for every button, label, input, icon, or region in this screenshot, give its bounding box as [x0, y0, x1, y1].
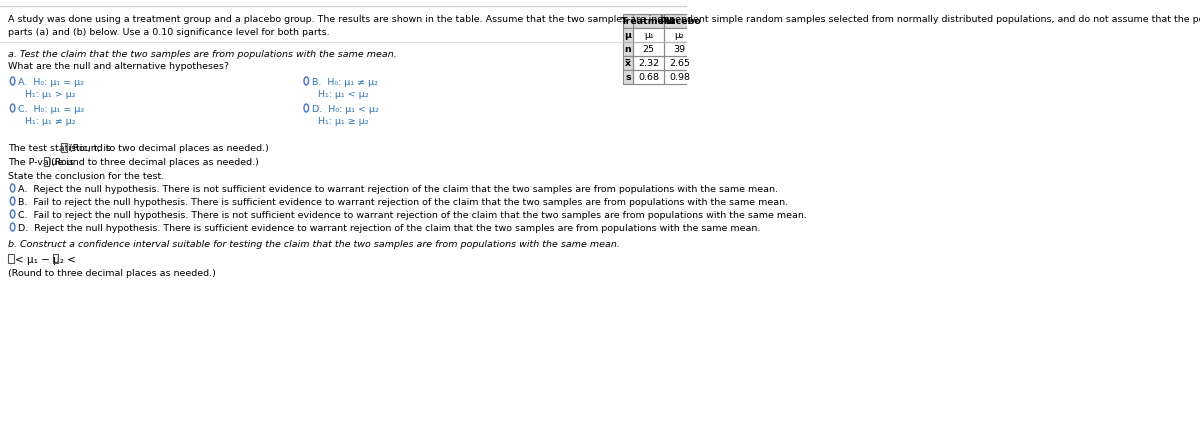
Text: What are the null and alternative hypotheses?: What are the null and alternative hypoth… [8, 62, 229, 71]
FancyBboxPatch shape [623, 42, 634, 56]
Text: B.  Fail to reject the null hypothesis. There is sufficient evidence to warrant : B. Fail to reject the null hypothesis. T… [18, 198, 788, 207]
Text: n: n [625, 44, 631, 54]
Text: μ₁: μ₁ [643, 30, 654, 40]
Text: μ: μ [624, 30, 631, 40]
Text: C.  H₀: μ₁ = μ₂: C. H₀: μ₁ = μ₂ [18, 105, 84, 114]
FancyBboxPatch shape [623, 14, 634, 28]
Text: s: s [625, 73, 631, 81]
Text: A study was done using a treatment group and a placebo group. The results are sh: A study was done using a treatment group… [8, 15, 1200, 24]
Text: H₁: μ₁ ≥ μ₂: H₁: μ₁ ≥ μ₂ [318, 117, 368, 126]
Text: H₁: μ₁ < μ₂: H₁: μ₁ < μ₂ [318, 90, 368, 99]
Text: The P-value is: The P-value is [8, 158, 74, 167]
Text: State the conclusion for the test.: State the conclusion for the test. [8, 172, 164, 181]
Text: μ₂: μ₂ [674, 30, 684, 40]
Text: 25: 25 [643, 44, 655, 54]
Text: (Round to three decimal places as needed.): (Round to three decimal places as needed… [8, 269, 216, 278]
Text: D.  Reject the null hypothesis. There is sufficient evidence to warrant rejectio: D. Reject the null hypothesis. There is … [18, 224, 761, 233]
Text: A.  H₀: μ₁ = μ₂: A. H₀: μ₁ = μ₂ [18, 78, 84, 87]
Text: H₁: μ₁ ≠ μ₂: H₁: μ₁ ≠ μ₂ [25, 117, 76, 126]
Text: a. Test the claim that the two samples are from populations with the same mean.: a. Test the claim that the two samples a… [8, 50, 397, 59]
Text: 2.65: 2.65 [670, 59, 690, 68]
Text: < μ₁ − μ₂ <: < μ₁ − μ₂ < [16, 255, 77, 265]
Text: Placebo: Placebo [659, 16, 701, 25]
FancyBboxPatch shape [664, 14, 695, 28]
Text: Treatment: Treatment [622, 16, 677, 25]
FancyBboxPatch shape [623, 28, 634, 42]
Text: B.  H₀: μ₁ ≠ μ₂: B. H₀: μ₁ ≠ μ₂ [312, 78, 378, 87]
Text: b. Construct a confidence interval suitable for testing the claim that the two s: b. Construct a confidence interval suita… [8, 240, 620, 249]
Text: A.  Reject the null hypothesis. There is not sufficient evidence to warrant reje: A. Reject the null hypothesis. There is … [18, 185, 779, 194]
Text: (Round to two decimal places as needed.): (Round to two decimal places as needed.) [68, 144, 269, 153]
Text: H₁: μ₁ > μ₂: H₁: μ₁ > μ₂ [25, 90, 76, 99]
Text: The test statistic, t, is: The test statistic, t, is [8, 144, 112, 153]
Text: D.  H₀: μ₁ < μ₂: D. H₀: μ₁ < μ₂ [312, 105, 379, 114]
FancyBboxPatch shape [623, 70, 634, 84]
Text: 2.32: 2.32 [638, 59, 659, 68]
Text: x̅: x̅ [625, 59, 631, 68]
Text: 39: 39 [673, 44, 685, 54]
Text: C.  Fail to reject the null hypothesis. There is not sufficient evidence to warr: C. Fail to reject the null hypothesis. T… [18, 211, 808, 220]
Text: 0.68: 0.68 [638, 73, 659, 81]
FancyBboxPatch shape [634, 14, 664, 28]
Text: parts (a) and (b) below. Use a 0.10 significance level for both parts.: parts (a) and (b) below. Use a 0.10 sign… [8, 28, 330, 37]
Text: (Round to three decimal places as needed.): (Round to three decimal places as needed… [50, 158, 259, 167]
Text: 0.98: 0.98 [670, 73, 690, 81]
FancyBboxPatch shape [623, 56, 634, 70]
